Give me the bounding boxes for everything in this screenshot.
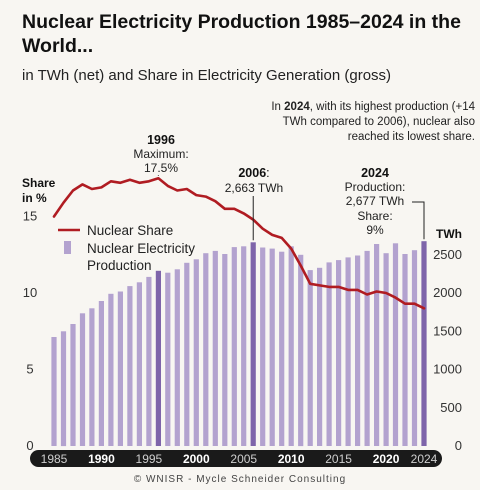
left-axis-label-line1: Share bbox=[22, 176, 56, 190]
bar-2004 bbox=[231, 247, 237, 446]
bar-1999 bbox=[184, 262, 190, 446]
bar-2007 bbox=[260, 247, 266, 446]
right-tick-1000: 1000 bbox=[433, 362, 462, 377]
bar-1987 bbox=[70, 324, 76, 446]
x-tick-1995: 1995 bbox=[136, 452, 163, 466]
bar-2016 bbox=[345, 257, 351, 446]
chart-note: In 2024, with its highest production (+1… bbox=[250, 100, 475, 145]
right-tick-500: 500 bbox=[440, 400, 462, 415]
bar-1990 bbox=[98, 301, 104, 446]
bar-1996 bbox=[155, 270, 161, 446]
bar-2024 bbox=[421, 241, 427, 446]
x-tick-1985: 1985 bbox=[41, 452, 68, 466]
x-tick-2005: 2005 bbox=[230, 452, 257, 466]
right-tick-2500: 2500 bbox=[433, 247, 462, 262]
annot-1996-line1: Maximum: bbox=[133, 147, 188, 161]
legend-bar-swatch bbox=[64, 241, 71, 254]
x-tick-2010: 2010 bbox=[278, 452, 305, 466]
bar-1993 bbox=[127, 286, 133, 446]
bar-2018 bbox=[364, 250, 370, 446]
bar-2023 bbox=[411, 250, 418, 446]
bar-2008 bbox=[269, 248, 275, 446]
x-tick-2000: 2000 bbox=[183, 452, 210, 466]
annot-2024-line1: Production: bbox=[345, 180, 406, 194]
x-tick-2020: 2020 bbox=[373, 452, 400, 466]
bar-1997 bbox=[165, 272, 171, 446]
bar-1986 bbox=[60, 331, 67, 447]
note-year: 2024 bbox=[284, 101, 310, 113]
bar-1989 bbox=[89, 308, 95, 446]
bar-2005 bbox=[241, 246, 247, 446]
bar-2012 bbox=[307, 270, 313, 446]
annot-2006-line1: 2,663 TWh bbox=[225, 181, 283, 195]
annot-2006-year: 2006 bbox=[238, 166, 266, 180]
note-suffix: , with its highest production (+14 TWh c… bbox=[282, 101, 475, 143]
x-axis-band bbox=[30, 450, 442, 467]
bar-1994 bbox=[136, 282, 142, 446]
share-line bbox=[52, 177, 426, 310]
right-tick-2000: 2000 bbox=[433, 285, 462, 300]
bar-2021 bbox=[392, 243, 399, 446]
x-tick-2015: 2015 bbox=[325, 452, 352, 466]
bar-1995 bbox=[146, 276, 152, 446]
bar-2019 bbox=[374, 244, 380, 446]
bar-1991 bbox=[108, 293, 114, 446]
bar-2017 bbox=[355, 255, 361, 446]
chart-subtitle: in TWh (net) and Share in Electricity Ge… bbox=[22, 67, 392, 84]
bar-2009 bbox=[279, 251, 285, 446]
left-tick-0: 0 bbox=[26, 438, 33, 453]
bar-2020 bbox=[383, 253, 389, 446]
right-tick-1500: 1500 bbox=[433, 323, 462, 338]
annot-1996-line2: 17.5% bbox=[144, 161, 178, 175]
bar-2014 bbox=[326, 262, 332, 446]
annot-2006-heading: 2006: bbox=[238, 166, 269, 180]
bar-2013 bbox=[317, 267, 323, 446]
bar-2002 bbox=[212, 250, 218, 446]
bar-2011 bbox=[298, 254, 304, 447]
chart-title: Nuclear Electricity Production 1985–2024… bbox=[22, 11, 461, 57]
annot-2024-line2: 2,677 TWh bbox=[346, 194, 404, 208]
note-prefix: In bbox=[271, 101, 285, 113]
right-tick-0: 0 bbox=[455, 438, 462, 453]
bar-2001 bbox=[203, 253, 209, 446]
left-tick-10: 10 bbox=[23, 285, 37, 300]
legend-share-label: Nuclear Share bbox=[87, 223, 173, 238]
annot-1996-year: 1996 bbox=[147, 133, 175, 147]
bar-2015 bbox=[336, 260, 342, 446]
bar-2022 bbox=[402, 254, 408, 446]
annot-2006-colon: : bbox=[266, 166, 269, 180]
left-axis-label-line2: in % bbox=[22, 191, 47, 205]
annot-2024-line3: Share: bbox=[357, 209, 392, 223]
left-tick-5: 5 bbox=[26, 362, 33, 377]
annot-2024-year: 2024 bbox=[361, 166, 389, 180]
right-axis-label: TWh bbox=[436, 227, 462, 241]
bar-2006 bbox=[250, 242, 256, 446]
bar-1992 bbox=[117, 291, 123, 446]
bar-1998 bbox=[174, 269, 180, 446]
bar-2000 bbox=[193, 259, 199, 446]
bar-2010 bbox=[288, 246, 294, 446]
legend-production-label-line2: Production bbox=[87, 258, 152, 273]
left-tick-15: 15 bbox=[23, 209, 37, 224]
annot-2024-line4: 9% bbox=[366, 223, 384, 237]
bar-1985 bbox=[51, 337, 57, 446]
legend-production-label-line1: Nuclear Electricity bbox=[87, 241, 195, 256]
bar-1988 bbox=[79, 313, 86, 446]
annot-2024-leader bbox=[412, 201, 425, 240]
bar-2003 bbox=[222, 254, 228, 446]
x-tick-2024: 2024 bbox=[411, 452, 438, 466]
copyright-footer: © WNISR - Mycle Schneider Consulting bbox=[133, 474, 347, 485]
x-tick-1990: 1990 bbox=[88, 452, 115, 466]
